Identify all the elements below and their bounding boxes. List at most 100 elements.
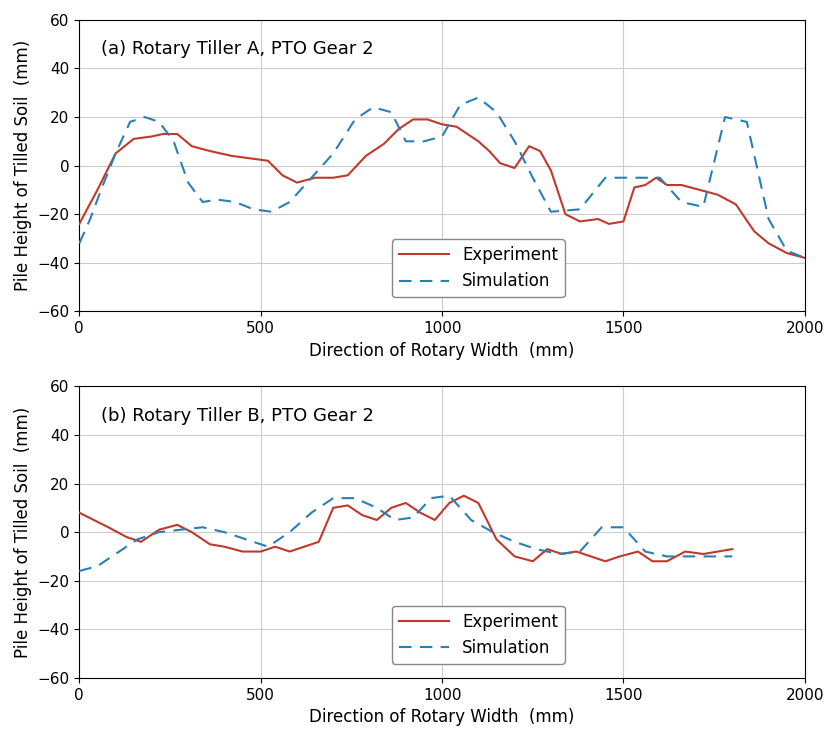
Experiment xyxy=(459,491,469,500)
Experiment xyxy=(731,200,741,209)
Experiment xyxy=(749,226,759,235)
X-axis label: Direction of Rotary Width  (mm): Direction of Rotary Width (mm) xyxy=(309,342,575,360)
Experiment xyxy=(357,511,367,519)
Simulation xyxy=(491,108,501,117)
Experiment xyxy=(343,171,353,180)
Experiment xyxy=(75,508,85,517)
Simulation xyxy=(720,112,730,121)
Experiment xyxy=(473,499,484,508)
Experiment xyxy=(484,147,494,155)
Experiment xyxy=(343,501,353,510)
Experiment xyxy=(394,125,404,134)
Experiment xyxy=(535,147,545,155)
Experiment xyxy=(524,142,534,151)
Simulation xyxy=(350,115,360,124)
Experiment xyxy=(158,130,168,138)
Experiment xyxy=(640,181,650,189)
Simulation xyxy=(510,137,520,146)
Simulation xyxy=(230,198,241,206)
Experiment xyxy=(173,130,183,138)
Text: (b) Rotary Tiller B, PTO Gear 2: (b) Rotary Tiller B, PTO Gear 2 xyxy=(101,407,374,425)
Simulation xyxy=(96,186,106,195)
Simulation xyxy=(444,491,454,500)
Experiment xyxy=(604,220,614,229)
Simulation xyxy=(640,547,650,556)
Simulation xyxy=(466,516,476,525)
Simulation xyxy=(285,198,295,206)
Experiment xyxy=(256,547,266,556)
Legend: Experiment, Simulation: Experiment, Simulation xyxy=(392,606,565,664)
Experiment xyxy=(633,547,643,556)
Simulation xyxy=(111,550,121,559)
Simulation xyxy=(198,523,208,532)
Simulation xyxy=(510,537,520,546)
Experiment xyxy=(416,508,426,517)
Experiment xyxy=(430,516,440,525)
Experiment xyxy=(204,147,215,155)
Experiment xyxy=(89,516,99,525)
Simulation xyxy=(111,149,121,158)
Experiment xyxy=(662,181,672,189)
Simulation xyxy=(528,173,538,182)
Experiment xyxy=(662,556,672,565)
Experiment xyxy=(680,547,691,556)
Simulation xyxy=(183,178,193,187)
Y-axis label: Pile Height of Tilled Soil  (mm): Pile Height of Tilled Soil (mm) xyxy=(14,40,32,292)
Simulation xyxy=(473,93,484,102)
Experiment xyxy=(618,217,628,226)
Simulation xyxy=(488,528,498,536)
Simulation xyxy=(125,118,135,127)
Experiment xyxy=(546,166,556,175)
Simulation xyxy=(140,112,150,121)
Experiment xyxy=(572,547,582,556)
Simulation xyxy=(698,203,708,212)
Simulation xyxy=(575,547,585,556)
Experiment xyxy=(437,120,447,129)
Experiment xyxy=(713,190,723,199)
Simulation xyxy=(546,207,556,216)
Simulation xyxy=(782,246,792,255)
Simulation xyxy=(372,503,382,512)
Experiment xyxy=(422,115,432,124)
Experiment xyxy=(111,149,121,158)
Experiment xyxy=(220,542,230,551)
Legend: Experiment, Simulation: Experiment, Simulation xyxy=(392,240,565,297)
Simulation xyxy=(654,173,665,182)
Simulation xyxy=(285,528,295,536)
Simulation xyxy=(241,535,251,544)
Experiment xyxy=(154,525,164,534)
Experiment xyxy=(122,533,132,542)
Simulation xyxy=(350,494,360,502)
Experiment xyxy=(698,550,708,559)
Simulation xyxy=(168,137,178,146)
X-axis label: Direction of Rotary Width  (mm): Direction of Rotary Width (mm) xyxy=(309,708,575,726)
Experiment xyxy=(799,253,810,262)
Experiment xyxy=(310,173,320,182)
Experiment xyxy=(695,186,705,195)
Experiment xyxy=(147,132,157,141)
Simulation xyxy=(676,198,686,206)
Experiment xyxy=(495,158,505,167)
Experiment xyxy=(92,186,102,195)
Simulation xyxy=(266,207,277,216)
Simulation xyxy=(437,132,447,141)
Experiment xyxy=(727,545,737,554)
Experiment xyxy=(277,171,287,180)
Experiment xyxy=(528,556,538,565)
Simulation xyxy=(427,494,437,502)
Simulation xyxy=(154,528,164,536)
Experiment xyxy=(103,523,113,532)
Experiment xyxy=(75,220,85,229)
Experiment xyxy=(763,239,773,248)
Experiment xyxy=(401,499,411,508)
Text: (a) Rotary Tiller A, PTO Gear 2: (a) Rotary Tiller A, PTO Gear 2 xyxy=(101,40,374,58)
Experiment xyxy=(629,183,639,192)
Experiment xyxy=(313,537,323,546)
Simulation xyxy=(706,552,716,561)
Simulation xyxy=(408,513,418,522)
Simulation xyxy=(600,173,610,182)
Simulation xyxy=(618,523,628,532)
Experiment xyxy=(299,542,309,551)
Experiment xyxy=(187,528,197,536)
Experiment xyxy=(187,142,197,151)
